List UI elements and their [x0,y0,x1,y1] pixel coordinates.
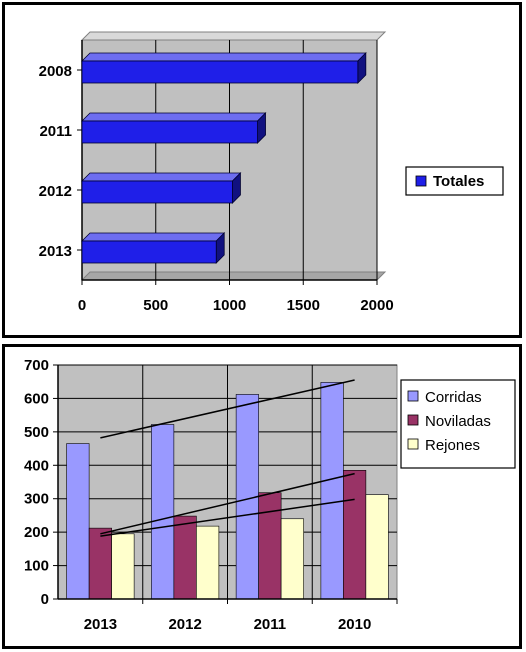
x-tick-label: 2000 [360,297,393,314]
bar [81,60,359,84]
x-tick-label: 2011 [254,616,287,633]
legend-label: Corridas [425,389,482,406]
bar-corridas [66,443,90,600]
legend-swatch [407,414,419,426]
y-tick-label: 2012 [39,183,72,200]
trendline-rejones [100,498,355,537]
y-tick-label: 2011 [39,123,72,140]
legend-label: Noviladas [425,413,491,430]
y-tick-label: 2008 [39,63,72,80]
bar-rejones [111,533,135,600]
legend-swatch [415,175,427,187]
bar-corridas [320,382,344,600]
x-tick-label: 2012 [168,616,201,633]
legend-swatch [407,390,419,402]
x-tick-label: 1000 [213,297,246,314]
plot-floor [80,271,387,281]
bar-noviladas [258,492,282,600]
bar-top-face [81,52,367,62]
legend-swatch [407,438,419,450]
legend-label: Rejones [425,437,480,454]
totales-bar-chart: 0 500 1000 1500 2000 2008 2011 2012 2013 Totales [39,31,504,314]
bar-rejones [280,518,304,600]
y-tick-label: 200 [24,524,49,541]
legend-box [400,379,516,469]
bar-noviladas [173,515,197,600]
bar [81,240,217,264]
chart-panel-series: 0 100 200 300 400 500 600 700 2013 2012 2011 2010 Co… [2,344,522,649]
x-tick-label: 2010 [338,616,371,633]
bar-corridas [151,424,175,600]
chart-panel-totales: 0 500 1000 1500 2000 2008 2011 2012 2013 Totales [2,2,522,338]
legend-label: Totales [433,173,484,190]
x-tick-label: 500 [143,297,168,314]
x-tick-label: 2013 [84,616,117,633]
bar-top-face [81,232,226,242]
x-tick-label: 0 [78,297,86,314]
y-tick-label: 0 [41,591,49,608]
y-tick-label: 2013 [39,243,72,260]
trendline-noviladas [100,472,355,535]
y-tick-label: 600 [24,390,49,407]
y-tick-label: 700 [24,357,49,374]
y-tick-label: 400 [24,457,49,474]
bar-top-face [81,112,267,122]
bar-noviladas [88,527,112,600]
bar-top-face [81,172,242,182]
bar [81,120,258,144]
bar-rejones [365,494,389,600]
y-tick-label: 500 [24,424,49,441]
bar [81,180,233,204]
y-tick-label: 100 [24,558,49,575]
bar-rejones [196,525,220,600]
plot-top-face [80,31,387,41]
trendline-corridas [100,379,355,439]
bar-noviladas [343,470,367,600]
y-tick-label: 300 [24,491,49,508]
series-bar-chart: 0 100 200 300 400 500 600 700 2013 2012 2011 2010 Co… [24,357,516,633]
x-tick-label: 1500 [287,297,320,314]
